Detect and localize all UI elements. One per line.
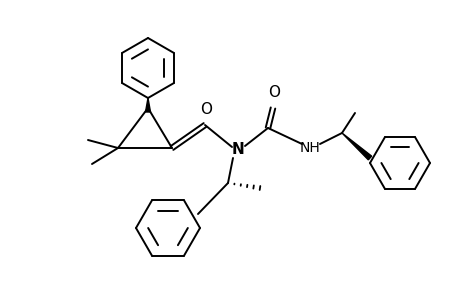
Text: O: O (200, 102, 212, 117)
Polygon shape (145, 98, 150, 112)
Text: NH: NH (299, 141, 319, 155)
Text: O: O (268, 85, 280, 100)
Text: N: N (231, 142, 244, 158)
Polygon shape (341, 133, 371, 160)
